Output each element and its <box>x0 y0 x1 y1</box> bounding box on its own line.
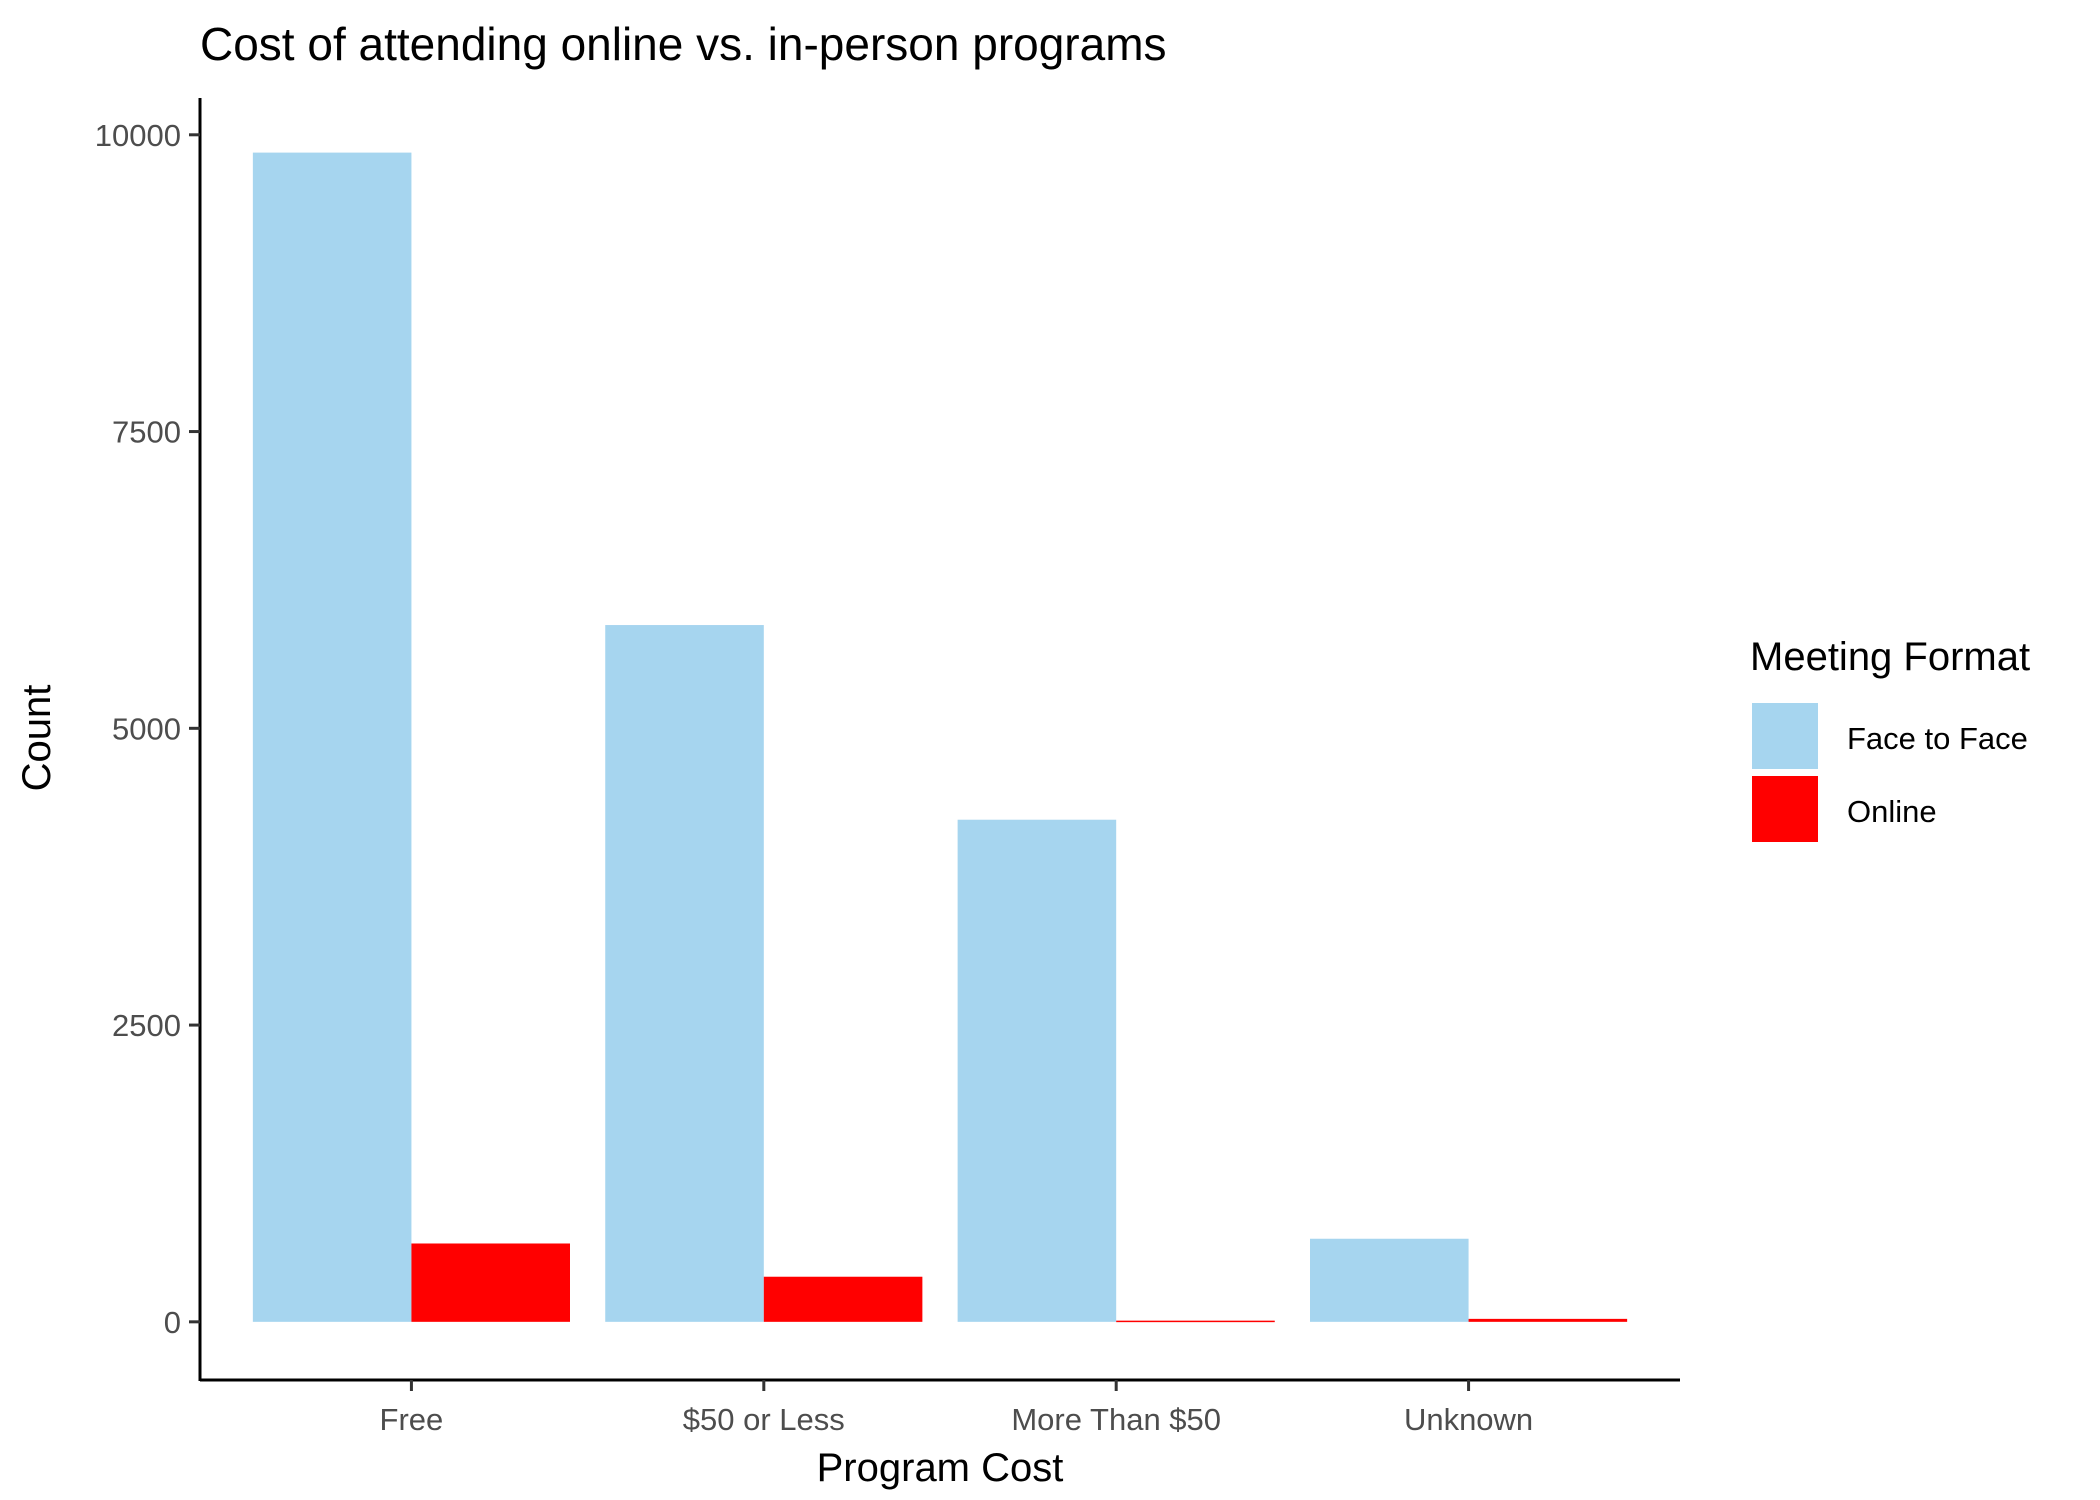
y-tick-label: 5000 <box>112 711 181 746</box>
chart-title: Cost of attending online vs. in-person p… <box>200 18 1167 70</box>
bar-face-to-face-free <box>252 152 412 1322</box>
bar-group <box>252 152 1628 1323</box>
x-tick-label: $50 or Less <box>683 1402 845 1437</box>
bar-face-to-face-unknown <box>1310 1238 1469 1322</box>
legend: Meeting Format Face to Face Online <box>1750 635 2030 842</box>
bar-online-more-than-50 <box>1116 1320 1275 1323</box>
bar-face-to-face-more-than-50 <box>957 819 1117 1322</box>
x-tick-label: Unknown <box>1404 1402 1533 1437</box>
legend-title: Meeting Format <box>1750 635 2030 679</box>
y-tick-label: 0 <box>164 1305 181 1340</box>
bar-online-free <box>411 1243 570 1322</box>
y-tick-label: 7500 <box>112 415 181 450</box>
legend-label-face-to-face: Face to Face <box>1847 721 2028 756</box>
x-tick-label: More Than $50 <box>1011 1402 1221 1437</box>
y-axis-ticks: 0 2500 5000 7500 10000 <box>95 118 200 1340</box>
bar-online-unknown <box>1468 1318 1628 1322</box>
y-tick-label: 2500 <box>112 1008 181 1043</box>
y-tick-label: 10000 <box>95 118 181 153</box>
bar-face-to-face-50-or-less <box>605 625 764 1322</box>
legend-key-online <box>1752 776 1818 842</box>
y-axis-title: Count <box>15 685 59 792</box>
x-tick-label: Free <box>380 1402 444 1437</box>
legend-key-face-to-face <box>1752 703 1818 769</box>
x-axis-ticks: Free $50 or Less More Than $50 Unknown <box>380 1380 1533 1437</box>
legend-label-online: Online <box>1847 794 1937 829</box>
x-axis-title: Program Cost <box>817 1446 1064 1490</box>
bar-online-50-or-less <box>763 1276 923 1322</box>
